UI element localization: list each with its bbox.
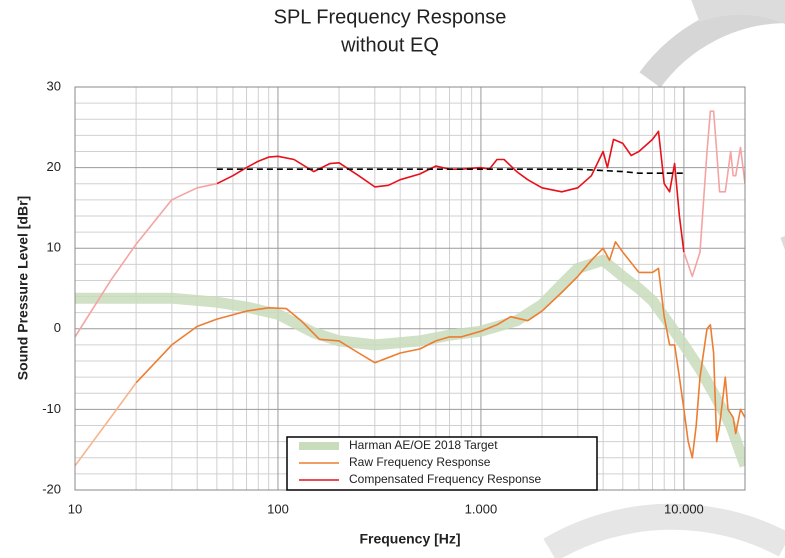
- series-line: [216, 130, 685, 253]
- x-tick-label: 10.000: [664, 501, 704, 516]
- chart-subtitle: without EQ: [340, 34, 439, 56]
- series-line: [683, 110, 745, 278]
- series-line: [75, 182, 218, 338]
- x-axis-label: Frequency [Hz]: [359, 531, 460, 547]
- watermark: [543, 0, 785, 558]
- legend-label: Raw Frequency Response: [349, 455, 491, 469]
- x-tick-label: 1.000: [465, 501, 498, 516]
- series-line: [135, 241, 745, 459]
- chart-title: SPL Frequency Response: [274, 6, 507, 28]
- series-line: [75, 382, 137, 467]
- series-line: [75, 254, 745, 468]
- y-axis-label: Sound Pressure Level [dBr]: [15, 196, 31, 380]
- y-tick-label: -20: [42, 481, 61, 496]
- legend-label: Compensated Frequency Response: [349, 472, 541, 486]
- y-tick-label: 30: [47, 78, 61, 93]
- y-tick-label: -10: [42, 401, 61, 416]
- y-tick-label: 0: [54, 320, 61, 335]
- series-line: [216, 168, 684, 174]
- legend-label: Harman AE/OE 2018 Target: [349, 438, 498, 452]
- x-tick-label: 100: [267, 501, 289, 516]
- y-tick-label: 20: [47, 159, 61, 174]
- x-tick-label: 10: [68, 501, 82, 516]
- y-tick-label: 10: [47, 240, 61, 255]
